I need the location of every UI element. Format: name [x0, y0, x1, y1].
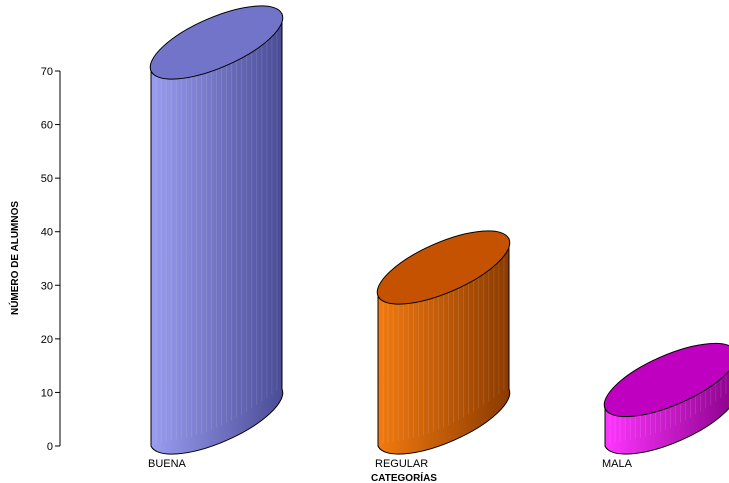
y-tick-label: 50	[41, 173, 53, 185]
x-category-label: MALA	[602, 458, 633, 470]
category-labels: BUENA REGULAR MALA	[148, 458, 633, 470]
bar-top-cap	[603, 342, 729, 418]
bar-mala	[603, 342, 729, 455]
bar-regular	[376, 230, 511, 455]
x-axis-title: CATEGORÍAS	[371, 471, 437, 483]
y-tick-label: 20	[41, 334, 53, 346]
y-axis: 0 10 20 30 40 50 60 70	[41, 66, 61, 453]
y-tick-label: 30	[41, 280, 53, 292]
y-axis-title: NÚMERO DE ALUMNOS	[8, 201, 21, 315]
y-tick-label: 0	[47, 441, 53, 453]
bar-top-cap	[376, 230, 511, 305]
bar-top-cap	[149, 5, 284, 80]
bars	[149, 5, 729, 455]
y-tick-label: 70	[41, 66, 53, 78]
x-category-label: BUENA	[148, 458, 187, 470]
y-tick-label: 40	[41, 227, 53, 239]
y-tick-label: 60	[41, 120, 53, 132]
bar-buena	[149, 5, 284, 455]
y-tick-label: 10	[41, 387, 53, 399]
bar-body	[150, 13, 284, 455]
x-category-label: REGULAR	[375, 458, 428, 470]
